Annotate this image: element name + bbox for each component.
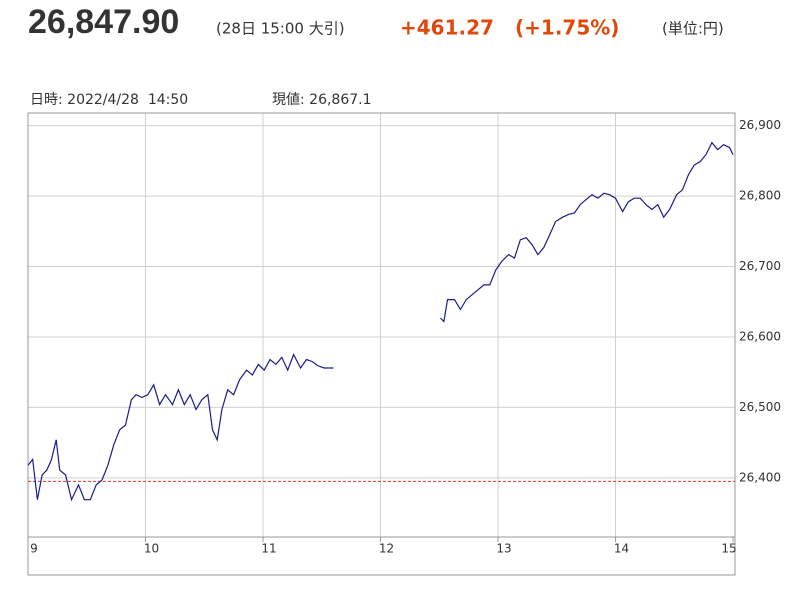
x-tick-label: 13 xyxy=(496,542,511,556)
x-tick-label: 11 xyxy=(261,542,276,556)
info-value: 現値: 26,867.1 xyxy=(272,92,372,108)
y-tick-label: 26,800 xyxy=(739,189,781,203)
price-line xyxy=(27,141,734,502)
y-tick-label: 26,500 xyxy=(739,400,781,414)
change-pct: (+1.75%) xyxy=(515,16,619,40)
x-tick-label: 14 xyxy=(614,542,629,556)
unit: (単位:円) xyxy=(662,20,724,38)
price-note: (28日 15:00 大引) xyxy=(216,20,345,38)
y-tick-label: 26,900 xyxy=(739,118,781,132)
y-tick-label: 26,400 xyxy=(739,470,781,484)
x-tick-label: 12 xyxy=(379,542,394,556)
info-time: 日時: 2022/4/28 14:50 xyxy=(30,92,188,108)
change: +461.27 xyxy=(400,16,494,40)
y-tick-label: 26,600 xyxy=(739,329,781,343)
x-tick-label: 10 xyxy=(144,542,159,556)
price: 26,847.90 xyxy=(28,3,179,41)
x-tick-label: 15 xyxy=(721,542,736,556)
plot-frame xyxy=(27,112,736,538)
x-tick-label: 9 xyxy=(30,542,38,556)
y-tick-label: 26,700 xyxy=(739,259,781,273)
